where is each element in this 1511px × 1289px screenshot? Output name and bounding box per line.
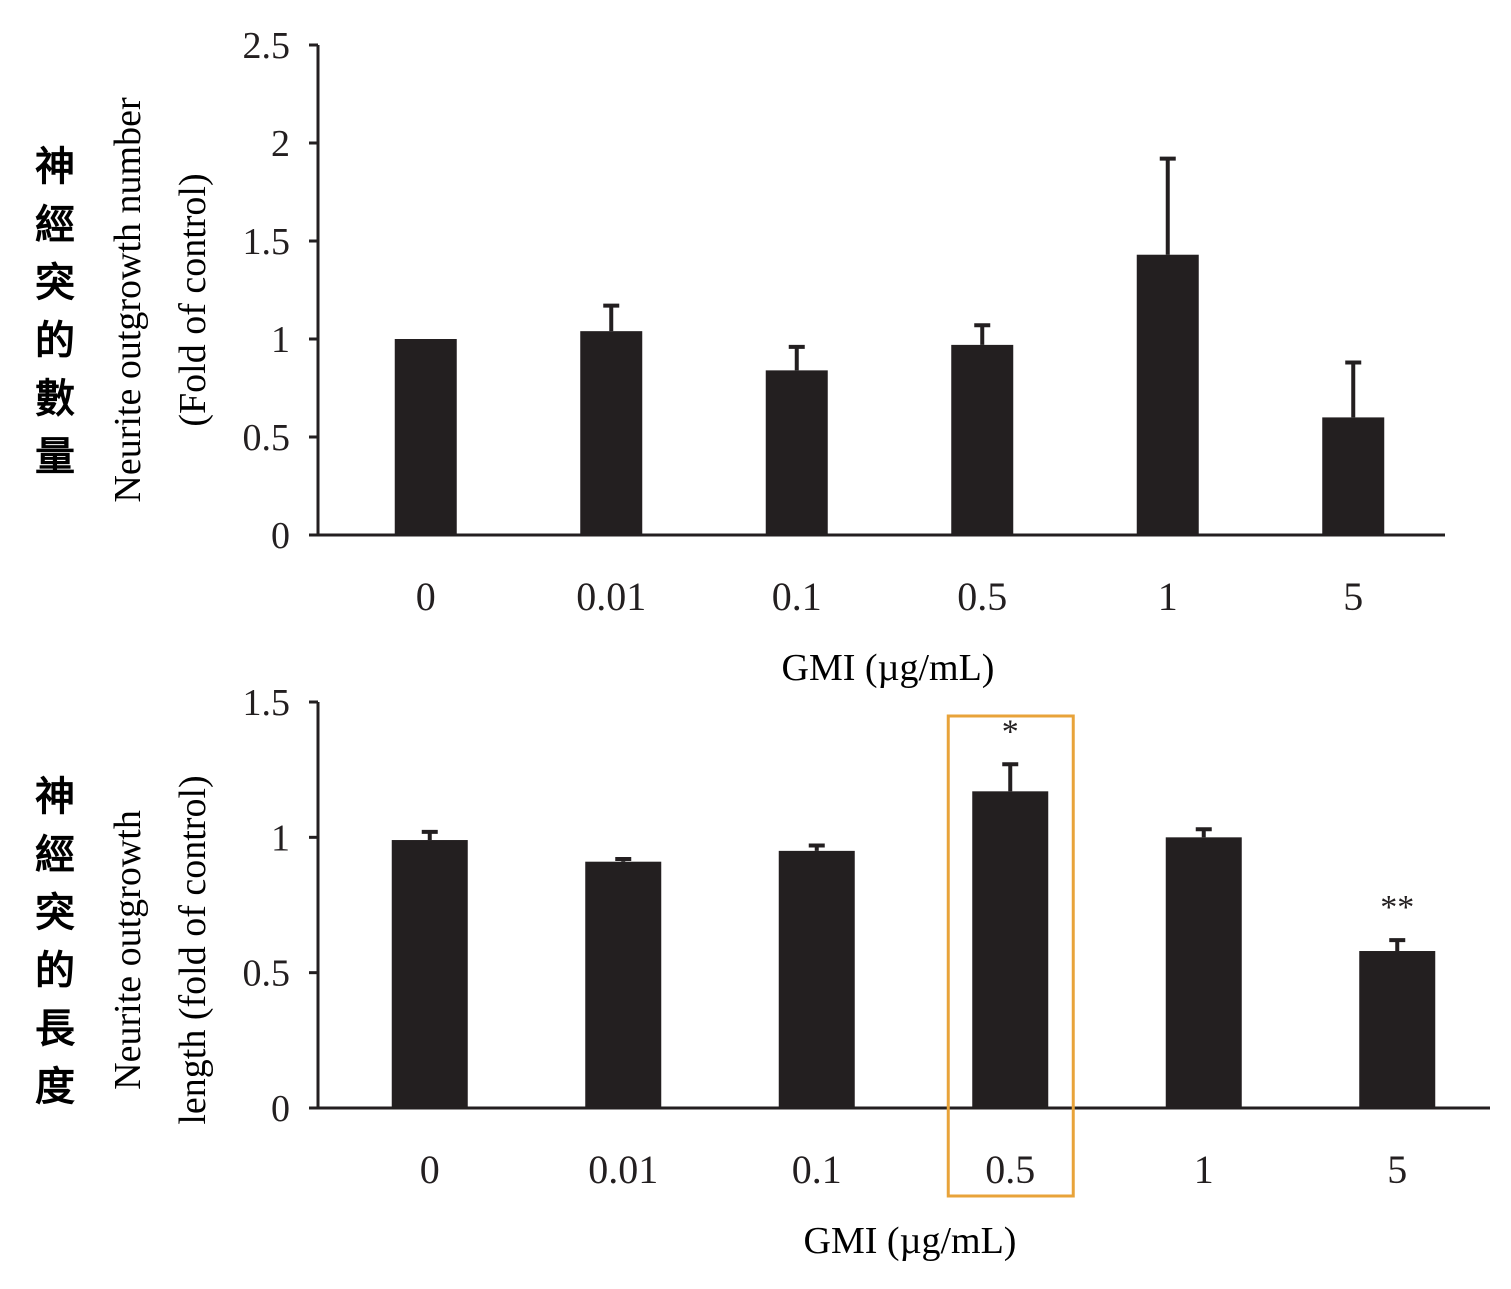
y-tick-label: 0.5 [243, 417, 291, 459]
bar-0.5 [972, 791, 1049, 1108]
y-tick-label: 2 [271, 123, 290, 165]
x-tick-label-0: 0 [416, 574, 436, 619]
y-tick-label: 1 [271, 319, 290, 361]
bar-0.5 [951, 344, 1014, 535]
bar-1 [1136, 254, 1199, 535]
y-axis-label-line1: Neurite outgrowth [107, 810, 149, 1090]
x-tick-label-0.1: 0.1 [792, 1147, 842, 1192]
significance-marker: * [1002, 713, 1019, 750]
bar-5 [1322, 417, 1385, 535]
axes: 0 0.5 1 1.5 2 2.5 [243, 25, 1445, 557]
x-axis-label: GMI (µg/mL) [782, 647, 995, 689]
x-tick-label-5: 5 [1387, 1147, 1407, 1192]
side-label-number: 神經突的數量 [35, 144, 75, 480]
side-label-length: 神經突的長度 [35, 774, 76, 1110]
bars: 0 0.01 0.1 0.5 1 5 [394, 156, 1385, 619]
bar-1 [1165, 837, 1242, 1108]
chart-neurite-number: 神經突的數量 Neurite outgrowth number (Fold of… [35, 25, 1445, 689]
x-tick-label-5: 5 [1343, 574, 1363, 619]
bar-0.1 [765, 370, 828, 535]
x-tick-label-0.01: 0.01 [588, 1147, 658, 1192]
x-tick-label-0.5: 0.5 [985, 1147, 1035, 1192]
x-tick-label-0: 0 [420, 1147, 440, 1192]
y-tick-label: 0 [271, 1088, 290, 1130]
x-tick-label-0.5: 0.5 [957, 574, 1007, 619]
bar-0.01 [580, 331, 643, 535]
y-axis-label-line2: (Fold of control) [172, 173, 214, 426]
significance-marker: ** [1380, 889, 1414, 926]
bars: 0 0.01 0.1 0.5 * 1 5 ** [391, 713, 1436, 1198]
y-axis-label-line2: length (fold of control) [172, 775, 214, 1124]
y-tick-label: 0 [271, 515, 290, 557]
y-tick-label: 2.5 [243, 25, 291, 67]
x-tick-label-0.1: 0.1 [772, 574, 822, 619]
x-tick-label-1: 1 [1158, 574, 1178, 619]
y-tick-label: 1 [271, 817, 290, 859]
y-axis-label-line1: Neurite outgrowth number [107, 97, 149, 503]
x-tick-label-0.01: 0.01 [576, 574, 646, 619]
y-tick-label: 0.5 [243, 953, 291, 995]
bar-0 [391, 840, 468, 1108]
x-tick-label-1: 1 [1194, 1147, 1214, 1192]
bar-0 [394, 339, 457, 535]
x-axis-label: GMI (µg/mL) [804, 1220, 1017, 1262]
y-tick-label: 1.5 [243, 221, 291, 263]
axes: 0 0.5 1 1.5 [243, 682, 1490, 1130]
bar-0.1 [778, 850, 855, 1108]
chart-neurite-length: 神經突的長度 Neurite outgrowth length (fold of… [35, 682, 1490, 1262]
bar-0.01 [585, 861, 662, 1108]
highlight-box [946, 714, 1075, 1198]
bar-5 [1359, 951, 1436, 1108]
y-tick-label: 1.5 [243, 682, 291, 724]
